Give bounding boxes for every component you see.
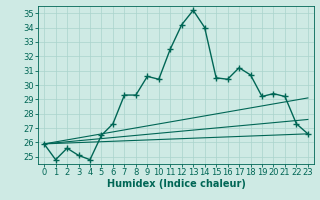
X-axis label: Humidex (Indice chaleur): Humidex (Indice chaleur): [107, 179, 245, 189]
